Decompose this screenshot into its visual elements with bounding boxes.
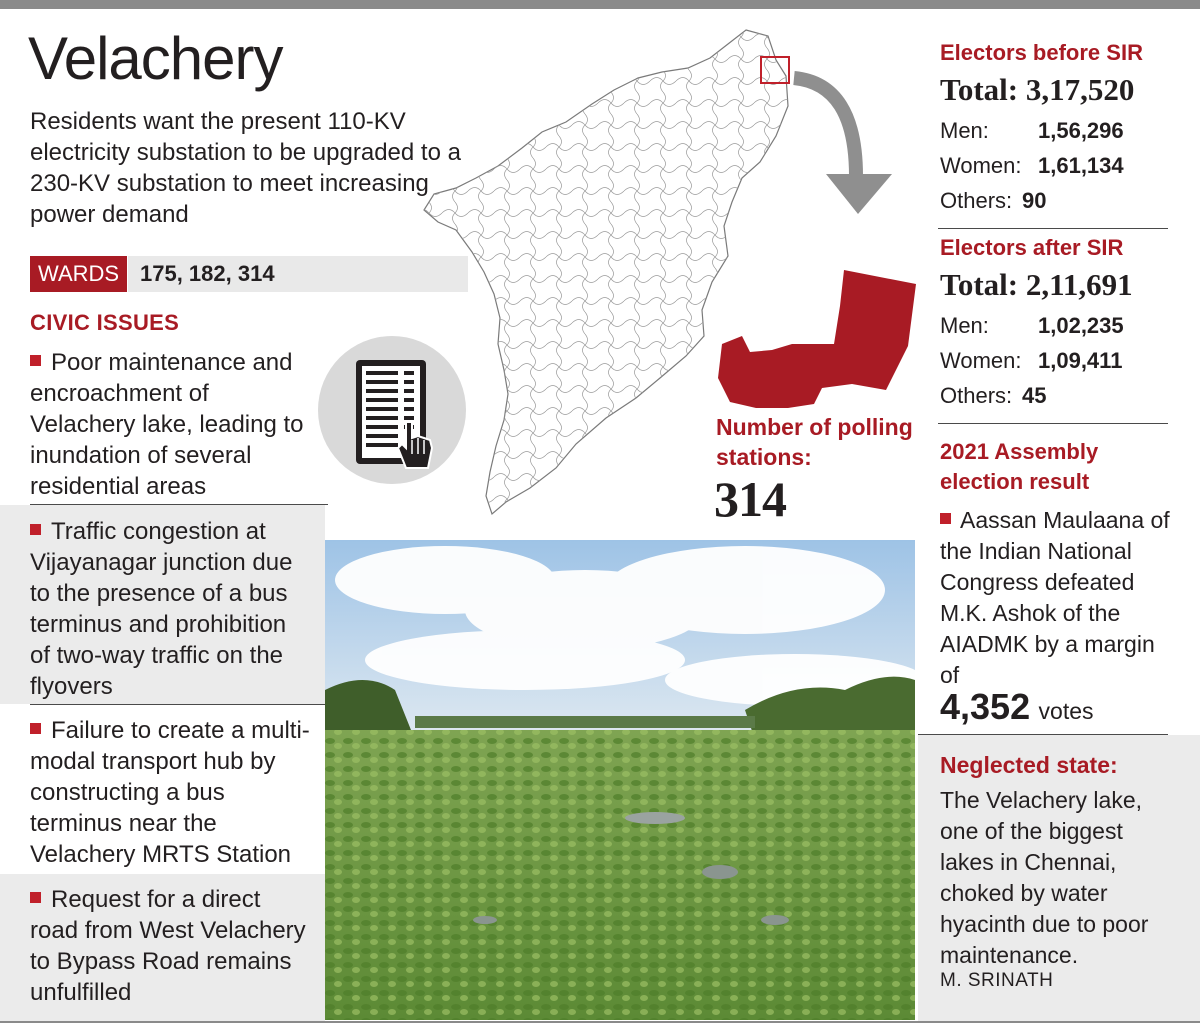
- bullet-square-icon: [30, 892, 41, 904]
- row-value: 1,09,411: [1038, 348, 1123, 373]
- electors-after-women: Women: 1,09,411: [940, 348, 1122, 374]
- election-result-heading: 2021 Assembly election result: [940, 439, 1099, 494]
- bullet-square-icon: [940, 513, 951, 525]
- total-label: Total:: [940, 72, 1019, 107]
- civic-issue-item: Poor maintenance and encroachment of Vel…: [30, 347, 320, 502]
- bullet-square-icon: [30, 723, 41, 735]
- intro-text: Residents want the present 110-KV electr…: [30, 108, 461, 228]
- row-value: 1,02,235: [1038, 313, 1124, 338]
- location-highlight-box: [760, 56, 790, 84]
- caption-heading: Neglected state:: [940, 752, 1118, 778]
- lake-photo: [325, 540, 915, 1020]
- electors-before-women: Women: 1,61,134: [940, 153, 1124, 179]
- issue-panel: [0, 505, 325, 704]
- total-label: Total:: [940, 267, 1019, 302]
- bottom-rule: [0, 1021, 1200, 1023]
- caption-panel: [918, 735, 1200, 1021]
- total-value: 3,17,520: [1025, 72, 1135, 107]
- electors-before-others: Others: 90: [940, 188, 1046, 214]
- electors-before-men: Men: 1,56,296: [940, 118, 1124, 144]
- civic-issue-text: Failure to create a multi-modal transpor…: [30, 717, 310, 868]
- civic-issue-item: Request for a direct road from West Vela…: [30, 884, 315, 1008]
- divider: [918, 734, 1168, 735]
- wards-strip: [128, 256, 468, 292]
- bullet-square-icon: [30, 524, 41, 536]
- row-value: 1,56,296: [1038, 118, 1124, 143]
- electors-after-total: Total: 2,11,691: [940, 267, 1133, 303]
- caption-text: The Velachery lake, one of the biggest l…: [940, 787, 1149, 968]
- divider: [938, 423, 1168, 424]
- polling-stations-label: Number of polling stations:: [716, 414, 913, 470]
- row-label: Others:: [940, 188, 1013, 213]
- civic-issue-text: Traffic congestion at Vijayanagar juncti…: [30, 518, 293, 700]
- margin-value: 4,352: [940, 686, 1031, 727]
- row-value: 1,61,134: [1038, 153, 1124, 178]
- row-value: 90: [1022, 188, 1047, 213]
- voting-machine-icon: [318, 336, 466, 484]
- issue-panel: [0, 874, 325, 1021]
- row-label: Men:: [940, 118, 989, 143]
- result-description: Aassan Maulaana of the Indian National C…: [940, 507, 1170, 688]
- bullet-square-icon: [30, 355, 41, 367]
- row-label: Men:: [940, 313, 989, 338]
- row-label: Others:: [940, 383, 1013, 408]
- polling-stations-value: 314: [714, 471, 787, 527]
- civic-issues-heading: CIVIC ISSUES: [30, 310, 180, 335]
- electors-before-heading: Electors before SIR: [940, 40, 1143, 65]
- divider: [30, 704, 328, 705]
- divider: [30, 504, 328, 505]
- tamil-nadu-map: [416, 26, 926, 522]
- divider: [938, 228, 1168, 229]
- row-label: Women:: [940, 153, 1022, 178]
- total-value: 2,11,691: [1025, 267, 1133, 302]
- wards-label: WARDS: [30, 256, 128, 292]
- civic-issue-text: Request for a direct road from West Vela…: [30, 886, 306, 1006]
- electors-before-total: Total: 3,17,520: [940, 72, 1134, 108]
- electors-after-heading: Electors after SIR: [940, 235, 1124, 260]
- row-value: 45: [1022, 383, 1047, 408]
- civic-issue-text: Poor maintenance and encroachment of Vel…: [30, 349, 304, 500]
- page-title: Velachery: [28, 25, 283, 92]
- civic-issue-item: Traffic congestion at Vijayanagar juncti…: [30, 516, 300, 702]
- election-result-text: Aassan Maulaana of the Indian National C…: [940, 505, 1175, 691]
- electors-after-others: Others: 45: [940, 383, 1046, 409]
- victory-margin: 4,352 votes: [940, 686, 1094, 728]
- civic-issue-item: Failure to create a multi-modal transpor…: [30, 715, 315, 870]
- electors-after-men: Men: 1,02,235: [940, 313, 1124, 339]
- photo-credit: M. SRINATH: [940, 970, 1054, 991]
- wards-values: 175, 182, 314: [140, 261, 275, 286]
- top-rule: [0, 0, 1200, 9]
- row-label: Women:: [940, 348, 1022, 373]
- margin-unit: votes: [1038, 698, 1094, 724]
